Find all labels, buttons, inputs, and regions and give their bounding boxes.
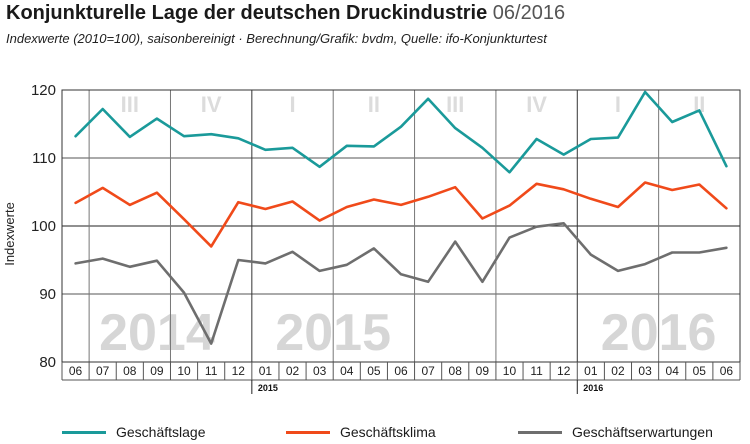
x-tick-label: 02 <box>286 364 300 378</box>
x-tick-label: 06 <box>69 364 83 378</box>
chart-subtitle: Indexwerte (2010=100), saisonbereinigt ·… <box>6 31 547 46</box>
x-tick-label: 07 <box>96 364 110 378</box>
y-tick-label: 120 <box>31 82 56 99</box>
legend-item: Geschäftsklima <box>286 424 436 440</box>
x-axis: 06 07 08 09 10 11 12 01 02 03 04 05 06 07 08 09 10 11 12 01… <box>61 362 741 394</box>
year-watermarks: 2014 2015 2016 <box>99 304 716 362</box>
y-tick-label: 110 <box>32 150 56 167</box>
year-watermark: 2014 <box>99 304 215 362</box>
x-tick-label: 11 <box>205 364 218 378</box>
chart-title: Konjunkturelle Lage der deutschen Drucki… <box>6 2 565 25</box>
legend-swatch <box>518 430 562 434</box>
quarter-label: III <box>121 92 139 117</box>
quarter-label: I <box>615 92 621 117</box>
legend-label: Geschäftslage <box>116 424 206 440</box>
legend-item: Geschäftslage <box>62 424 206 440</box>
quarter-label: II <box>368 92 380 117</box>
x-tick-label: 03 <box>638 364 652 378</box>
y-axis: 80 90 100 110 120 Indexwerte <box>2 82 56 371</box>
legend: Geschäftslage Geschäftsklima Geschäftserwa… <box>0 424 750 444</box>
x-tick-label: 08 <box>449 364 463 378</box>
x-tick-label: 05 <box>367 364 381 378</box>
x-tick-label: 06 <box>394 364 408 378</box>
legend-item: Geschäftserwartungen <box>518 424 713 440</box>
quarter-labels: III IV I II III IV I II <box>121 92 706 117</box>
series-lines <box>74 90 728 345</box>
x-tick-label: 12 <box>557 364 571 378</box>
quarter-label: I <box>289 92 295 117</box>
y-tick-label: 90 <box>39 286 56 303</box>
x-tick-label: 06 <box>720 364 734 378</box>
x-tick-label: 05 <box>693 364 707 378</box>
line-chart: III IV I II III IV I II 2014 2015 2016 06 07 08 09 10… <box>2 82 741 394</box>
x-tick-label: 09 <box>150 364 164 378</box>
year-marker-label: 2016 <box>583 383 603 393</box>
legend-swatch <box>62 430 106 434</box>
x-tick-label: 12 <box>232 364 246 378</box>
quarter-label: IV <box>201 92 222 117</box>
x-tick-label: 07 <box>421 364 435 378</box>
y-tick-label: 80 <box>39 354 56 371</box>
year-marker-label: 2015 <box>258 383 278 393</box>
legend-swatch <box>286 430 330 434</box>
x-tick-label: 01 <box>259 364 273 378</box>
y-axis-title: Indexwerte <box>2 202 17 266</box>
x-tick-label: 03 <box>313 364 327 378</box>
x-tick-label: 11 <box>530 364 543 378</box>
series-line-2 <box>74 222 728 345</box>
series-line-1 <box>74 181 728 248</box>
x-tick-label: 10 <box>503 364 517 378</box>
series-line-0 <box>74 90 728 174</box>
plot-frame <box>61 89 741 363</box>
quarter-label: IV <box>526 92 547 117</box>
x-tick-label: 04 <box>340 364 354 378</box>
title-date: 06/2016 <box>492 2 566 24</box>
legend-label: Geschäftserwartungen <box>572 424 713 440</box>
y-tick-label: 100 <box>31 218 56 235</box>
x-tick-label: 10 <box>177 364 191 378</box>
x-tick-label: 04 <box>666 364 680 378</box>
x-tick-label: 02 <box>611 364 625 378</box>
x-tick-label: 09 <box>476 364 490 378</box>
title-main: Konjunkturelle Lage der deutschen Drucki… <box>6 2 488 24</box>
plot-border <box>61 89 741 363</box>
legend-label: Geschäftsklima <box>340 424 436 440</box>
x-tick-label: 01 <box>584 364 598 378</box>
quarter-label: III <box>446 92 464 117</box>
x-tick-label: 08 <box>123 364 137 378</box>
